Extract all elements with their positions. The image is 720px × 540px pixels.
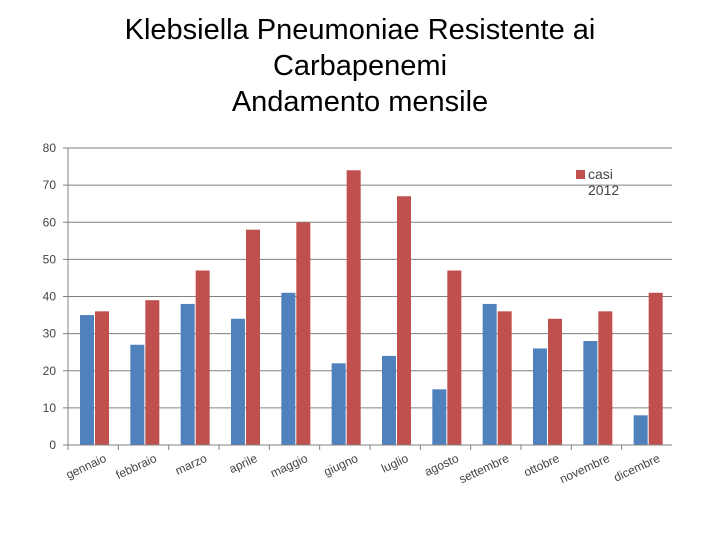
bar-series0-settembre: [482, 303, 497, 445]
bar-series0-ottobre: [533, 348, 547, 445]
bar-series0-gennaio: [80, 315, 94, 445]
legend-swatch: [576, 170, 585, 179]
bar-series0-agosto: [432, 389, 447, 445]
bar-series0-giugno: [331, 363, 346, 445]
y-tick-label-60: 60: [43, 215, 57, 229]
y-tick-label-30: 30: [43, 327, 57, 341]
bar-series0-maggio: [281, 292, 296, 445]
y-tick-label-10: 10: [43, 401, 57, 415]
x-tick-label-gennaio: gennaio: [64, 451, 109, 482]
x-tick-label-febbraio: febbraio: [114, 451, 160, 482]
x-tick-label-settembre: settembre: [457, 451, 512, 486]
x-tick-label-ottobre: ottobre: [522, 451, 562, 480]
x-tick-label-giugno: giugno: [322, 451, 361, 479]
y-tick-label-50: 50: [43, 252, 57, 266]
y-tick-label-40: 40: [43, 290, 57, 304]
legend-label-line-2: 2012: [588, 182, 619, 198]
bar-series1-settembre: [497, 311, 512, 445]
legend-label-line-1: casi: [588, 166, 613, 182]
bar-series1-marzo: [195, 270, 210, 445]
chart-title-line-3: Andamento mensile: [231, 86, 489, 118]
x-tick-label-luglio: luglio: [379, 451, 411, 476]
bar-series1-aprile: [246, 229, 260, 445]
x-tick-label-agosto: agosto: [422, 451, 461, 479]
bar-series0-novembre: [583, 341, 598, 445]
chart-title-line-1: Klebsiella Pneumoniae Resistente ai: [124, 14, 596, 46]
y-tick-label-20: 20: [43, 364, 57, 378]
bar-series1-febbraio: [145, 300, 160, 445]
bar-series1-dicembre: [648, 292, 663, 445]
x-tick-label-maggio: maggio: [268, 451, 310, 480]
bar-series0-febbraio: [130, 344, 145, 445]
bar-series0-dicembre: [633, 415, 648, 445]
y-tick-label-80: 80: [43, 141, 57, 155]
bar-series0-marzo: [180, 303, 195, 445]
bar-series1-gennaio: [95, 311, 109, 445]
bar-series1-novembre: [598, 311, 613, 445]
x-tick-label-novembre: novembre: [557, 451, 612, 486]
y-tick-label-0: 0: [49, 438, 56, 452]
bar-series0-luglio: [382, 355, 396, 445]
bar-series1-maggio: [296, 222, 311, 445]
bar-series0-aprile: [231, 318, 245, 445]
bar-series1-giugno: [346, 170, 361, 445]
bar-series1-agosto: [447, 270, 462, 445]
chart-title-line-2: Carbapenemi: [272, 50, 448, 82]
bar-series1-ottobre: [548, 318, 562, 445]
bar-series1-luglio: [397, 196, 411, 445]
x-tick-label-aprile: aprile: [227, 451, 260, 476]
y-tick-label-70: 70: [43, 178, 57, 192]
x-tick-label-dicembre: dicembre: [611, 451, 662, 485]
x-tick-label-marzo: marzo: [173, 451, 209, 478]
